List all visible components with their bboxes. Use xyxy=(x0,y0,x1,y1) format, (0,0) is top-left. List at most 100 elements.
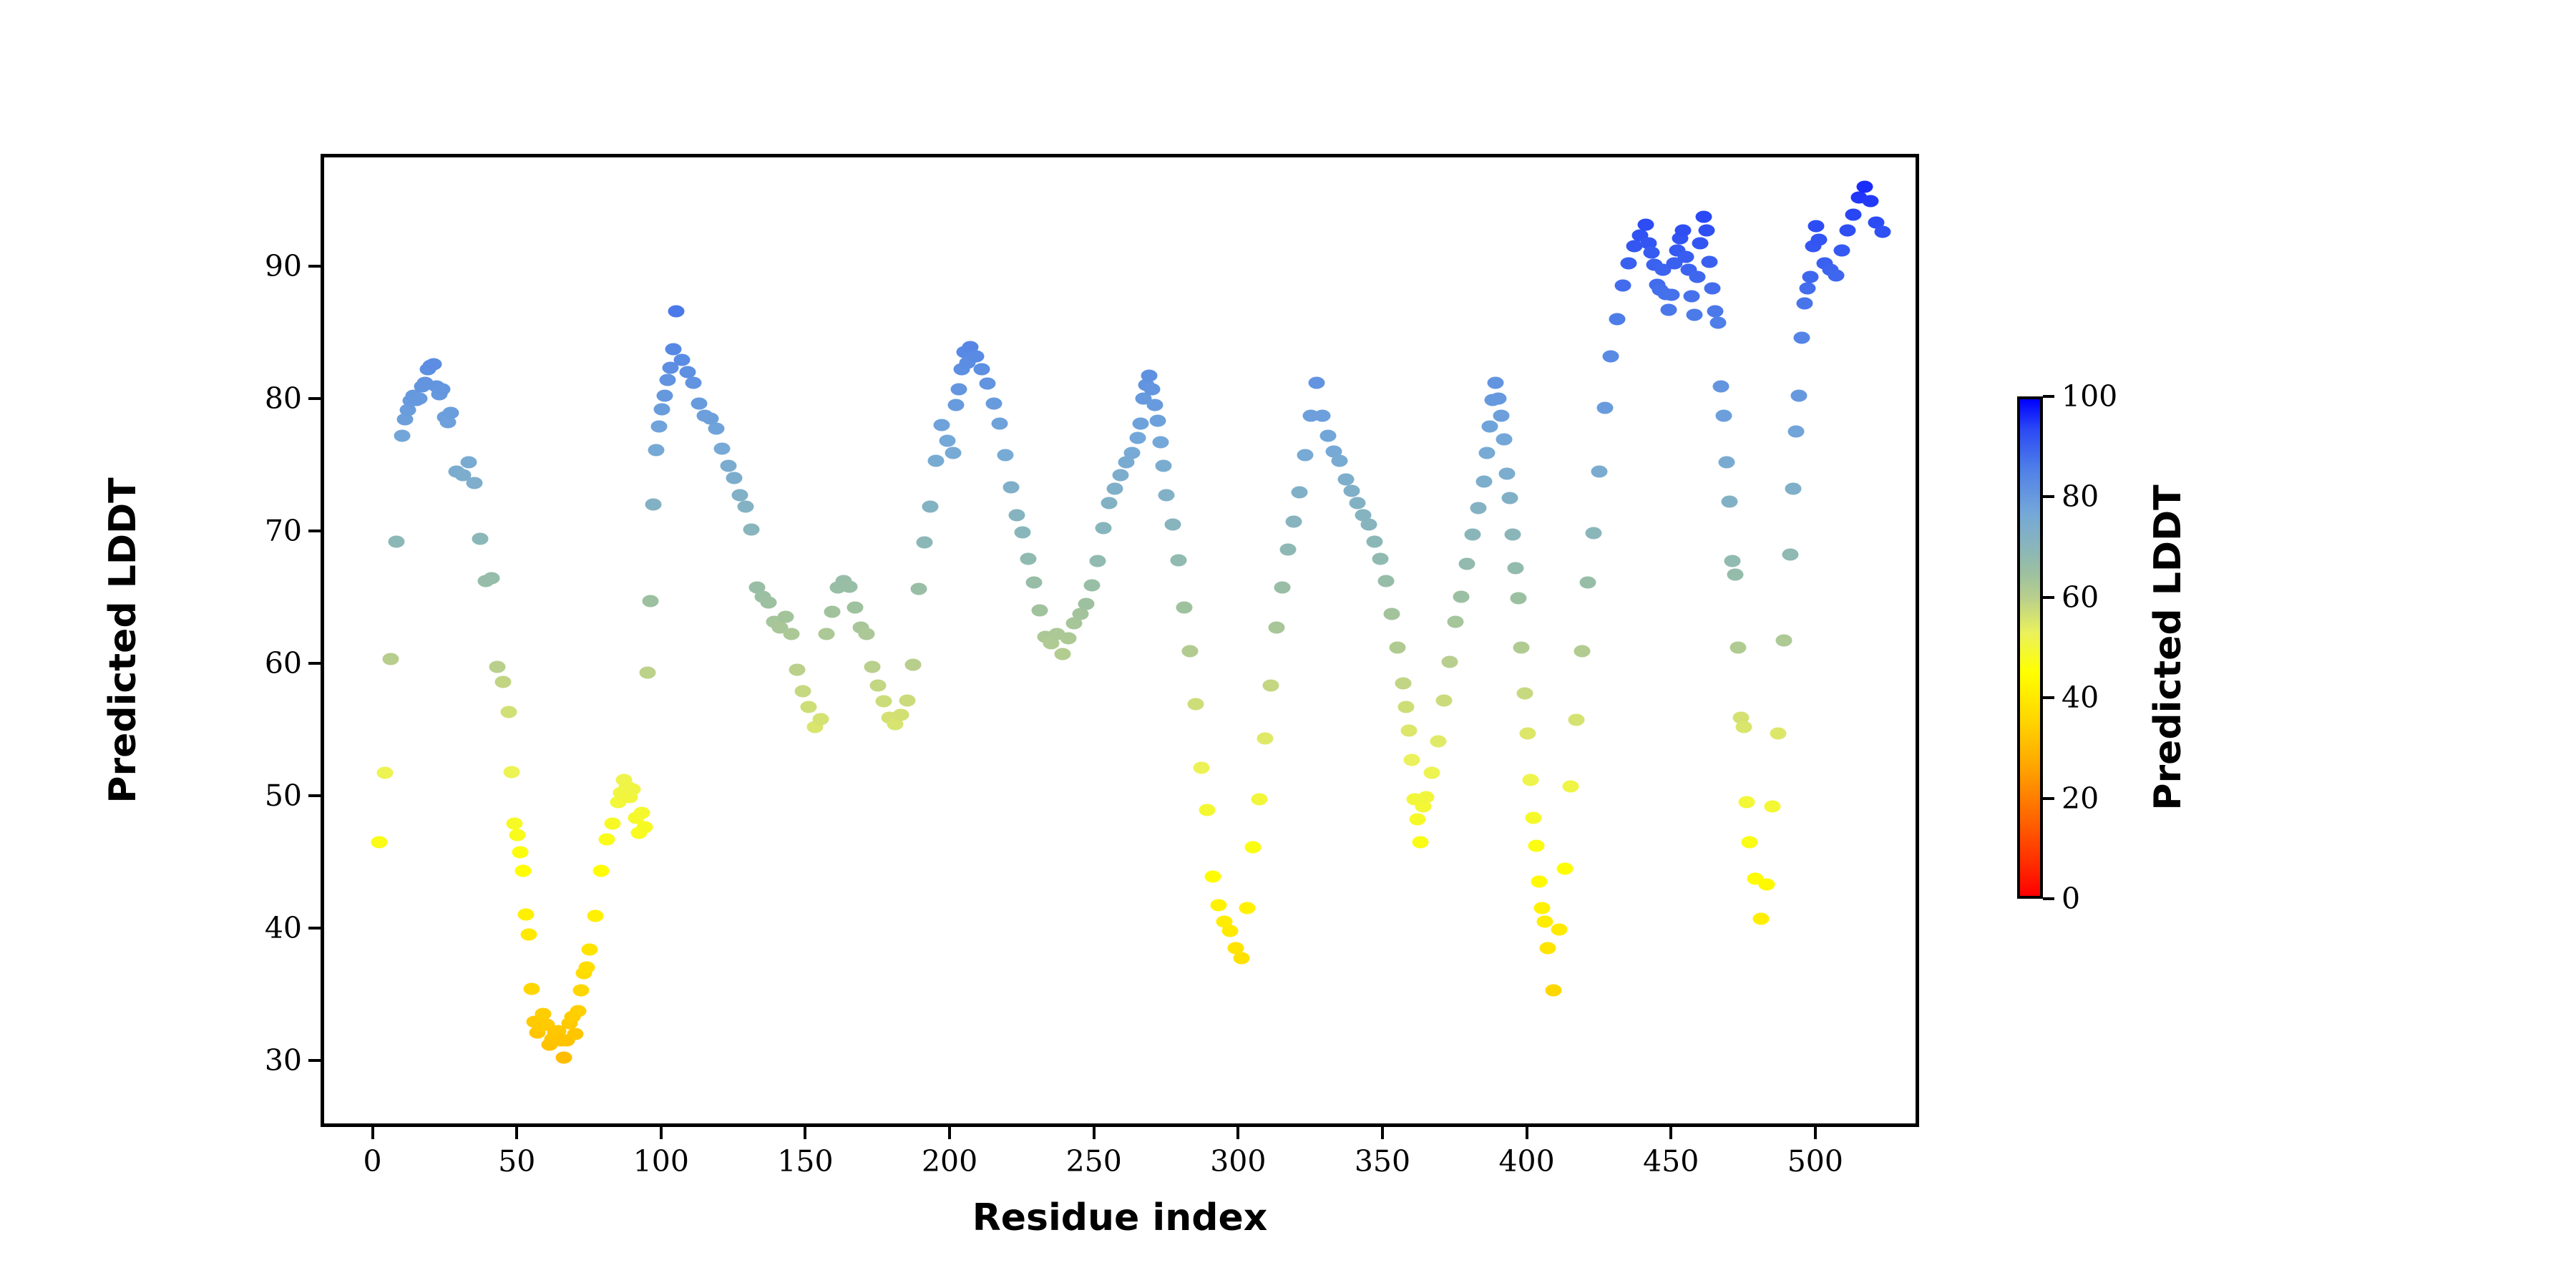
scatter-point xyxy=(1297,449,1314,462)
scatter-point xyxy=(1257,732,1274,745)
scatter-point xyxy=(1089,555,1106,567)
scatter-point xyxy=(985,397,1002,410)
scatter-point xyxy=(624,783,641,796)
scatter-point xyxy=(1493,409,1510,422)
x-tick-label: 100 xyxy=(633,1144,689,1179)
scatter-point xyxy=(1143,383,1161,396)
scatter-point xyxy=(572,984,590,997)
scatter-point xyxy=(1083,579,1101,592)
scatter-point xyxy=(869,679,887,692)
y-tick-label: 40 xyxy=(264,911,302,946)
x-tick-label: 350 xyxy=(1354,1144,1411,1179)
scatter-point xyxy=(1770,727,1787,740)
scatter-point xyxy=(1132,417,1149,430)
scatter-point xyxy=(639,666,656,679)
y-axis-label: Predicted LDDT xyxy=(102,477,145,804)
scatter-point xyxy=(1478,447,1496,459)
scatter-point xyxy=(737,500,754,513)
colorbar-tick-label: 20 xyxy=(2062,781,2099,816)
scatter-point xyxy=(1689,270,1706,283)
scatter-point xyxy=(720,459,737,472)
scatter-point xyxy=(1695,210,1712,223)
scatter-point xyxy=(662,361,679,374)
scatter-point xyxy=(824,605,841,618)
scatter-point xyxy=(371,836,388,849)
scatter-point xyxy=(1501,492,1518,504)
y-tick-mark xyxy=(308,265,321,268)
scatter-point xyxy=(950,383,967,396)
scatter-point xyxy=(382,653,399,665)
scatter-point xyxy=(1409,813,1426,826)
scatter-point xyxy=(1020,552,1037,565)
scatter-point xyxy=(1221,924,1239,937)
scatter-point xyxy=(1513,641,1530,654)
scatter-point xyxy=(760,596,777,609)
scatter-point xyxy=(439,416,457,429)
scatter-point xyxy=(1654,263,1672,276)
scatter-point xyxy=(1614,279,1631,292)
scatter-point xyxy=(1602,350,1619,363)
scatter-point xyxy=(1596,401,1614,414)
scatter-point xyxy=(1152,436,1169,449)
scatter-point xyxy=(1314,409,1331,422)
y-tick-mark xyxy=(308,530,321,533)
scatter-point xyxy=(1095,522,1112,535)
scatter-point xyxy=(967,350,985,363)
scatter-point xyxy=(509,829,526,841)
scatter-point xyxy=(910,582,927,595)
scatter-point xyxy=(1637,218,1654,231)
scatter-point xyxy=(1412,836,1429,849)
scatter-point xyxy=(656,389,673,402)
scatter-point xyxy=(1498,467,1516,480)
colorbar-label: Predicted LDDT xyxy=(2147,484,2190,811)
scatter-point xyxy=(514,864,532,877)
x-tick-mark xyxy=(948,1127,952,1139)
scatter-point xyxy=(1510,592,1527,605)
scatter-point xyxy=(648,444,665,457)
scatter-point xyxy=(1065,617,1083,630)
scatter-point xyxy=(665,343,682,356)
scatter-point xyxy=(1025,576,1043,589)
scatter-point xyxy=(1002,481,1020,494)
x-tick-mark xyxy=(1525,1127,1528,1139)
scatter-point xyxy=(1666,257,1683,270)
scatter-point xyxy=(1458,557,1475,570)
scatter-point xyxy=(1372,552,1389,565)
scatter-point xyxy=(1626,240,1643,253)
scatter-point xyxy=(1536,915,1553,928)
scatter-point xyxy=(1579,576,1596,589)
colorbar-tick-mark xyxy=(2043,696,2054,700)
colorbar-gradient xyxy=(2017,396,2043,899)
scatter-point xyxy=(592,864,610,877)
scatter-point xyxy=(376,766,394,779)
scatter-point xyxy=(1802,270,1819,283)
scatter-point xyxy=(904,658,922,671)
scatter-point xyxy=(1677,250,1694,263)
scatter-point xyxy=(1383,608,1400,620)
scatter-point xyxy=(489,660,506,673)
scatter-point xyxy=(1522,774,1539,786)
scatter-point xyxy=(1210,899,1227,912)
scatter-point xyxy=(1810,233,1828,246)
scatter-point xyxy=(1775,634,1792,647)
x-tick-label: 400 xyxy=(1498,1144,1555,1179)
scatter-point xyxy=(466,477,483,489)
scatter-point xyxy=(1389,641,1406,654)
colorbar-tick-mark xyxy=(2043,796,2054,800)
scatter-point xyxy=(673,353,691,366)
scatter-point xyxy=(702,412,719,425)
colorbar-tick-mark xyxy=(2043,595,2054,599)
scatter-point xyxy=(633,806,650,819)
scatter-point xyxy=(1397,701,1415,713)
scatter-point xyxy=(1244,841,1262,854)
scatter-point xyxy=(483,572,500,585)
scatter-point xyxy=(1718,456,1735,469)
scatter-point xyxy=(506,817,523,830)
scatter-point xyxy=(1464,528,1481,541)
scatter-point xyxy=(1279,543,1297,556)
scatter-point xyxy=(1014,526,1031,539)
scatter-point xyxy=(1337,473,1354,486)
scatter-point xyxy=(841,580,858,592)
y-tick-label: 80 xyxy=(264,381,302,416)
scatter-point xyxy=(570,1005,587,1018)
